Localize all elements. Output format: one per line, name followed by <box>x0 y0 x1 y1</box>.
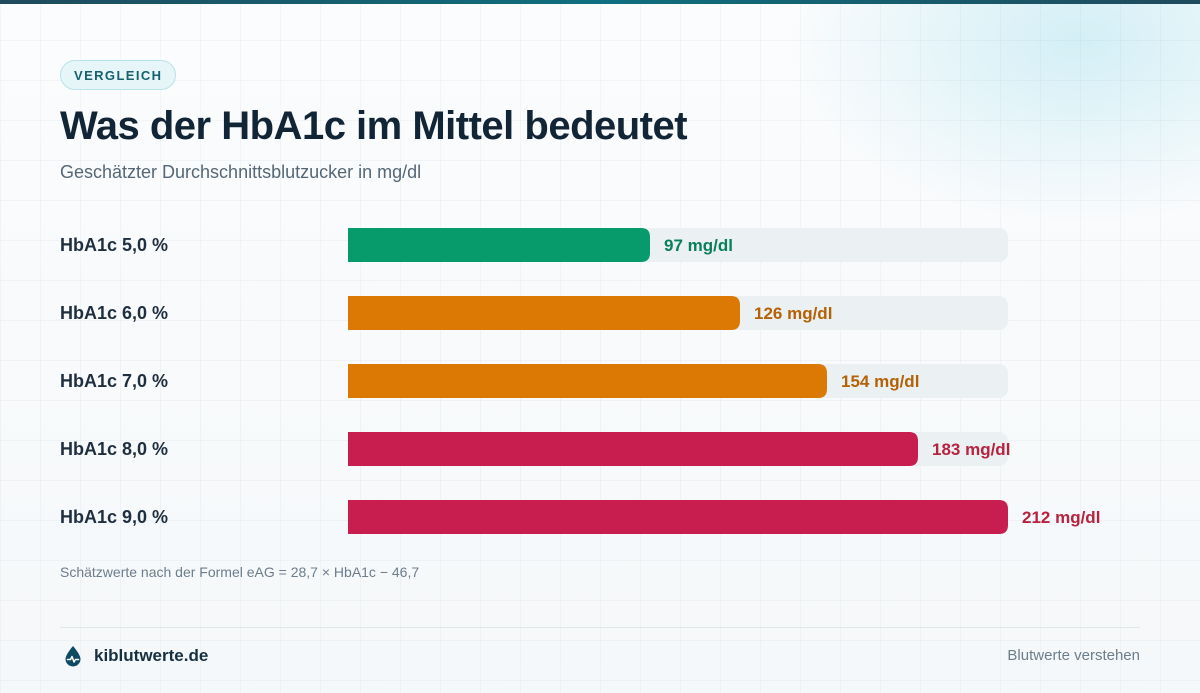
bar <box>348 500 1008 534</box>
formula-note: Schätzwerte nach der Formel eAG = 28,7 ×… <box>60 564 420 580</box>
page-subtitle: Geschätzter Durchschnittsblutzucker in m… <box>60 162 422 182</box>
value-label: 183 mg/dl <box>932 440 1010 459</box>
blood-drop-icon <box>64 645 82 667</box>
category-label: HbA1c 7,0 % <box>60 371 168 391</box>
brand[interactable]: kiblutwerte.de <box>64 645 208 667</box>
footer-tagline: Blutwerte verstehen <box>1007 647 1140 664</box>
page-title: Was der HbA1c im Mittel bedeutet <box>60 104 688 148</box>
category-label: HbA1c 9,0 % <box>60 507 168 527</box>
footer-divider <box>60 627 1140 628</box>
value-label: 212 mg/dl <box>1022 508 1100 527</box>
category-badge: VERGLEICH <box>60 60 177 90</box>
value-label: 154 mg/dl <box>841 372 919 391</box>
category-label: HbA1c 6,0 % <box>60 303 168 323</box>
bar <box>348 228 650 262</box>
category-label: HbA1c 5,0 % <box>60 235 168 255</box>
value-label: 126 mg/dl <box>754 304 832 323</box>
value-label: 97 mg/dl <box>664 236 733 255</box>
bar <box>348 364 827 398</box>
category-label: HbA1c 8,0 % <box>60 439 168 459</box>
bar <box>348 432 918 466</box>
bars-group: HbA1c 5,0 % 97 mg/dl HbA1c 6,0 % 126 mg/dl H… <box>60 228 1100 534</box>
brand-name: kiblutwerte.de <box>94 646 209 665</box>
top-accent-bar <box>0 0 1200 4</box>
bar <box>348 296 740 330</box>
